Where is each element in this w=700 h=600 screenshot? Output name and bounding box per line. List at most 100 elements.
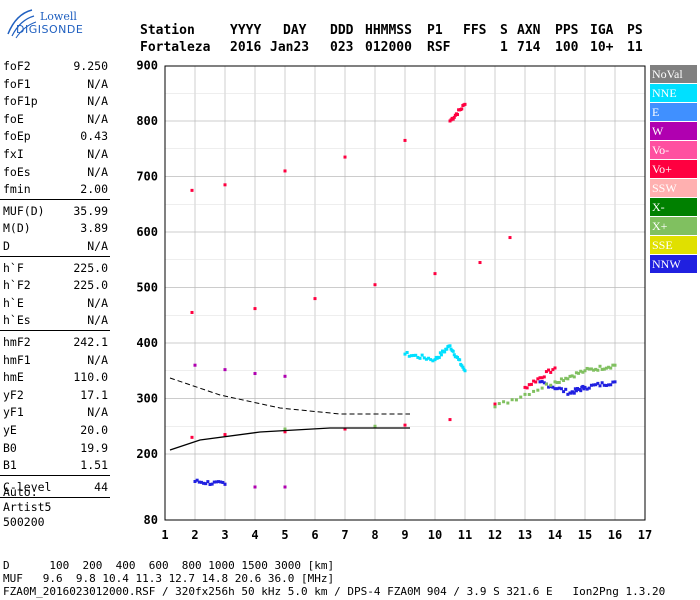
polarization-legend: NoVal NNE E W Vo- Vo+ SSW X- X+ SSE NNW (650, 65, 697, 274)
param-row: hmF1 N/A (0, 351, 110, 370)
param-value: N/A (87, 313, 108, 328)
legend-item-x: X- (650, 198, 697, 216)
data-point-w (193, 363, 197, 367)
param-name: foEp (3, 129, 31, 144)
param-value: 44 (94, 479, 108, 494)
data-point-vo (456, 113, 459, 117)
data-point-x (536, 388, 540, 392)
data-point-vo (463, 102, 467, 106)
header-label: S (500, 23, 508, 38)
param-value: N/A (87, 94, 108, 109)
data-point-x (585, 366, 589, 370)
x-tick-label: 2 (191, 528, 198, 542)
data-point-vo (283, 430, 287, 434)
logo-line1: Lowell (40, 10, 77, 23)
legend-item-nne: NNE (650, 84, 697, 102)
data-point-vo (190, 188, 194, 192)
param-value: 1.51 (80, 458, 108, 473)
param-row: hmF2 242.1 (0, 333, 110, 352)
y-tick-label: 300 (136, 392, 158, 406)
data-point-x (514, 398, 518, 402)
data-point-nne (448, 344, 452, 348)
data-point-nnw (589, 383, 593, 387)
data-point-x (519, 395, 523, 399)
data-point-vo (313, 297, 317, 301)
data-point-nne (409, 354, 413, 358)
data-point-vo (547, 368, 551, 372)
data-point-x (540, 386, 544, 390)
logo-line2: DIGISONDE (16, 23, 84, 36)
data-point-vo (542, 375, 546, 379)
param-row: foE N/A (0, 110, 110, 129)
data-point-nnw (559, 387, 563, 391)
data-point-x (510, 398, 514, 402)
data-point-nnw (540, 380, 544, 384)
footer: D 100 200 400 600 800 1000 1500 3000 [km… (3, 559, 665, 598)
header-label: DDD (330, 23, 354, 38)
data-point-x (570, 374, 574, 378)
data-point-nne (416, 355, 420, 359)
data-point-vo (449, 118, 453, 122)
legend-item-e: E (650, 103, 697, 121)
data-point-x (613, 363, 617, 367)
param-row: MUF(D) 35.99 (0, 202, 110, 221)
y-tick-label: 500 (136, 281, 158, 295)
data-point-nnw (202, 481, 206, 485)
data-point-nne (414, 353, 418, 357)
param-row: yF2 17.1 (0, 386, 110, 405)
data-point-x (527, 392, 531, 396)
param-name: h`F (3, 260, 24, 275)
x-tick-label: 11 (458, 528, 472, 542)
data-point-x (497, 402, 501, 406)
data-point-nnw (221, 480, 225, 484)
data-point-vo (538, 376, 542, 380)
data-point-vo (549, 370, 553, 374)
auto-program: Artist5 (3, 500, 52, 514)
param-name: yF2 (3, 387, 24, 402)
param-value: N/A (87, 76, 108, 91)
data-point-nnw (542, 381, 546, 385)
autoscaling-info: Auto: Artist5 500200 (3, 485, 51, 530)
data-point-vo (540, 376, 544, 380)
data-point-w (253, 372, 257, 376)
header-value: Fortaleza (140, 40, 211, 55)
data-point-x (493, 405, 497, 409)
param-row: foF2 9.250 (0, 57, 110, 76)
data-point-nne (461, 365, 465, 369)
data-point-x (283, 427, 287, 431)
true-height-profile (169, 427, 410, 451)
data-point-nne (422, 356, 426, 360)
data-point-x (506, 401, 510, 405)
data-point-vo (283, 169, 287, 173)
param-row: B0 19.9 (0, 439, 110, 458)
data-point-nne (463, 369, 467, 373)
param-row: foF1 N/A (0, 75, 110, 94)
param-separator (0, 198, 110, 200)
data-point-nne (429, 358, 433, 362)
x-tick-label: 12 (488, 528, 502, 542)
data-point-nnw (596, 381, 600, 385)
x-tick-label: 13 (518, 528, 532, 542)
data-point-vo (532, 379, 536, 383)
data-point-nnw (553, 387, 557, 391)
header-value: 012000 (365, 40, 412, 55)
header-label: HHMMSS (365, 23, 412, 38)
param-row: h`F2 225.0 (0, 276, 110, 295)
legend-item-nnw: NNW (650, 255, 697, 273)
legend-item-ssw: SSW (650, 179, 697, 197)
data-point-nnw (598, 384, 602, 388)
header-label: YYYY (230, 23, 262, 38)
data-point-nnw (604, 383, 608, 387)
data-point-nne (412, 353, 416, 357)
param-name: h`Es (3, 313, 31, 328)
data-point-nne (431, 359, 435, 363)
data-point-nnw (579, 389, 583, 393)
param-value: N/A (87, 164, 108, 179)
param-row: fxI N/A (0, 145, 110, 164)
data-point-nne (443, 350, 447, 354)
data-point-nnw (572, 391, 576, 395)
data-point-vo (223, 433, 227, 437)
data-point-x (579, 369, 583, 373)
header-value: 100 (555, 40, 579, 55)
